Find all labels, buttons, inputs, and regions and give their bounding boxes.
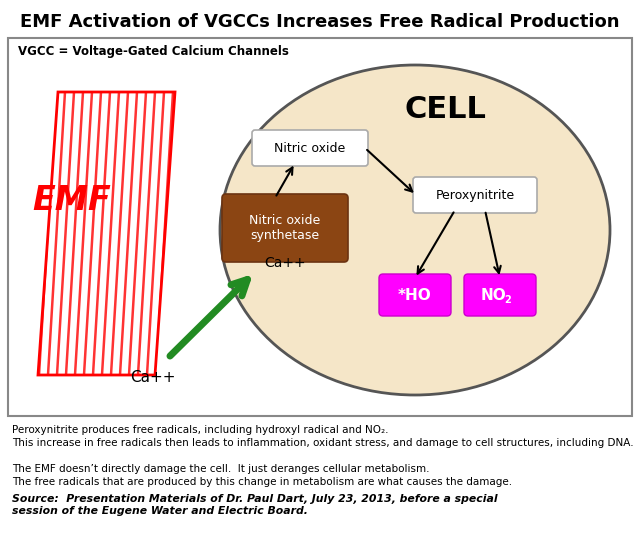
Text: Nitric oxide: Nitric oxide	[275, 141, 346, 155]
Ellipse shape	[220, 65, 610, 395]
FancyBboxPatch shape	[8, 38, 632, 416]
FancyBboxPatch shape	[222, 194, 348, 262]
Text: EMF: EMF	[33, 184, 111, 217]
Text: The EMF doesn’t directly damage the cell.  It just deranges cellular metabolism.: The EMF doesn’t directly damage the cell…	[12, 464, 429, 474]
Text: EMF Activation of VGCCs Increases Free Radical Production: EMF Activation of VGCCs Increases Free R…	[20, 13, 620, 31]
Text: VGCC = Voltage-Gated Calcium Channels: VGCC = Voltage-Gated Calcium Channels	[18, 46, 289, 58]
Text: Nitric oxide
synthetase: Nitric oxide synthetase	[250, 214, 321, 242]
Text: This increase in free radicals then leads to inflammation, oxidant stress, and d: This increase in free radicals then lead…	[12, 438, 634, 448]
Text: NO: NO	[481, 288, 507, 303]
Text: The free radicals that are produced by this change in metabolism are what causes: The free radicals that are produced by t…	[12, 477, 512, 487]
Text: Ca++: Ca++	[264, 256, 306, 270]
Text: Source:  Presentation Materials of Dr. Paul Dart, July 23, 2013, before a specia: Source: Presentation Materials of Dr. Pa…	[12, 494, 498, 515]
Text: Peroxynitrite produces free radicals, including hydroxyl radical and NO₂.: Peroxynitrite produces free radicals, in…	[12, 425, 388, 435]
FancyBboxPatch shape	[464, 274, 536, 316]
FancyBboxPatch shape	[413, 177, 537, 213]
FancyBboxPatch shape	[252, 130, 368, 166]
Text: Ca++: Ca++	[130, 371, 175, 386]
Text: 2: 2	[504, 295, 511, 305]
Text: Peroxynitrite: Peroxynitrite	[435, 189, 515, 201]
Text: CELL: CELL	[404, 96, 486, 124]
FancyBboxPatch shape	[379, 274, 451, 316]
Text: *HO: *HO	[398, 288, 432, 303]
